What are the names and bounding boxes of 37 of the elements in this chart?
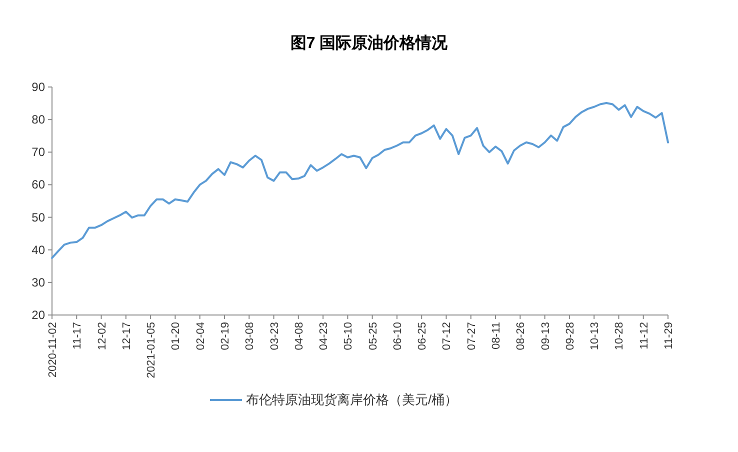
legend-label: 布伦特原油现货离岸价格（美元/桶）: [246, 392, 458, 407]
x-tick-label: 01-20: [170, 322, 182, 350]
x-tick-label: 03-23: [268, 322, 281, 350]
x-tick-label: 07-27: [466, 322, 478, 350]
x-tick-label: 04-23: [318, 322, 330, 350]
y-tick-label: 80: [32, 112, 46, 127]
x-tick-label: 10-28: [614, 322, 626, 350]
x-tick-label: 08-26: [515, 322, 528, 350]
x-tick-label: 12-02: [96, 322, 108, 350]
x-tick-label: 11-29: [663, 322, 675, 350]
x-tick-label: 11-12: [638, 322, 650, 350]
x-tick-label: 02-04: [194, 322, 207, 350]
x-tick-label: 2020-11-02: [47, 322, 59, 378]
x-tick-label: 07-12: [441, 322, 454, 350]
x-tick-label: 05-25: [367, 322, 380, 350]
y-tick-label: 60: [32, 178, 46, 192]
x-tick-label: 04-08: [293, 322, 306, 350]
x-tick-label: 09-13: [540, 322, 552, 350]
y-tick-label: 70: [32, 145, 46, 160]
line-series: [51, 102, 669, 259]
x-tick-label: 09-28: [564, 322, 576, 350]
x-tick-label: 12-17: [120, 322, 133, 350]
x-tick-label: 10-13: [589, 322, 602, 350]
y-tick-label: 20: [32, 308, 46, 322]
x-tick-label: 02-19: [219, 322, 232, 350]
x-tick-label: 05-10: [342, 322, 355, 350]
x-tick-label: 06-10: [392, 322, 404, 350]
x-tick-label: 06-25: [416, 322, 429, 350]
y-tick-label: 50: [32, 210, 46, 224]
x-tick-label: 11-17: [72, 322, 84, 350]
x-tick-label: 03-08: [244, 322, 256, 350]
x-tick-label: 08-11: [490, 322, 503, 350]
y-tick-label: 90: [32, 80, 46, 94]
x-tick-label: 2021-01-05: [146, 322, 158, 378]
y-tick-label: 40: [32, 242, 46, 257]
chart-title: 图7 国际原油价格情况: [290, 34, 449, 52]
y-tick-label: 30: [32, 275, 46, 290]
